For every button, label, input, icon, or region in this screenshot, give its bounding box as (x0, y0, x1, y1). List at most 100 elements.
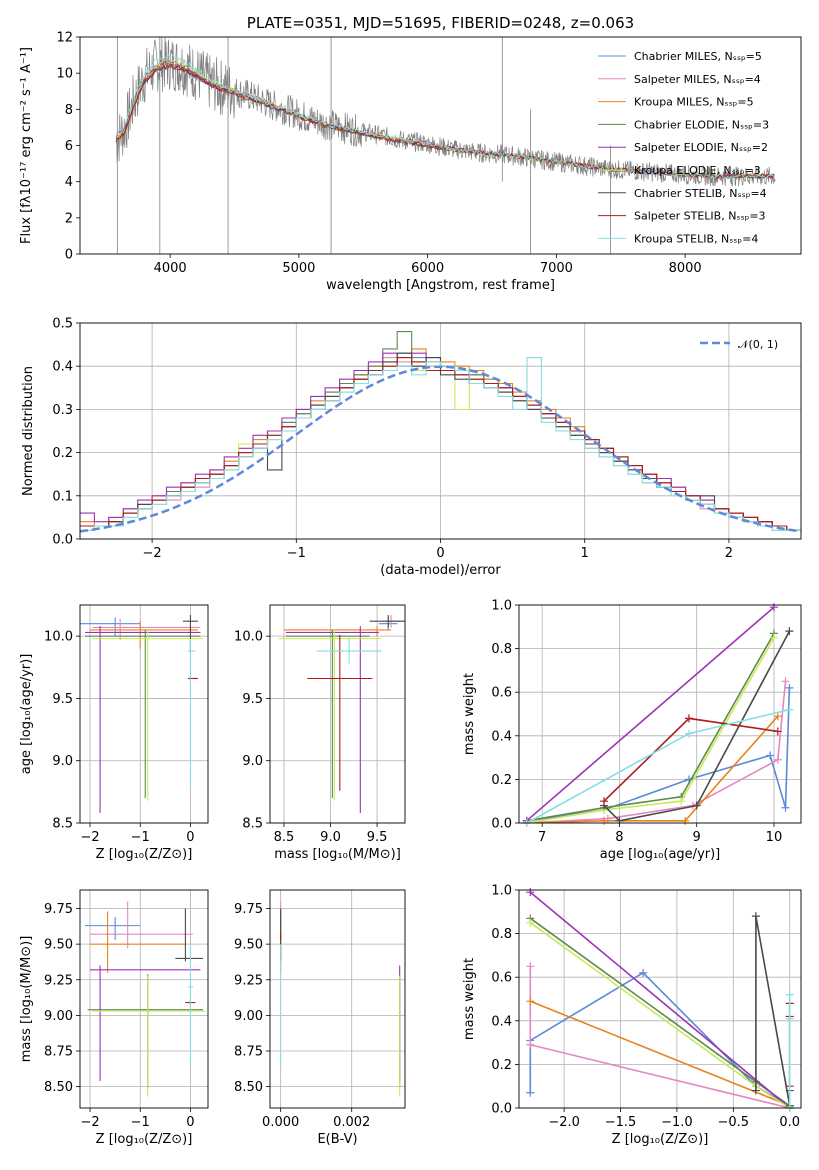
y-tick-label: 0.6 (491, 971, 512, 986)
legend-entry: Kroupa ELODIE, Nₛₛₚ=3 (634, 164, 761, 177)
y-tick-label: 9.75 (44, 902, 73, 917)
plot-frame (269, 889, 406, 1109)
y-tick-label: 8.5 (242, 817, 263, 832)
y-tick-label: 8.75 (234, 1045, 263, 1060)
y-tick-label: 8.50 (234, 1080, 263, 1095)
weight-marker (526, 997, 535, 1006)
x-tick-label: −2.0 (548, 1115, 580, 1130)
y-tick-label: 0.0 (491, 817, 512, 832)
x-tick-label: 0 (186, 1115, 194, 1130)
weight-marker (692, 801, 701, 810)
y-tick-label: 12 (56, 31, 73, 46)
y-tick-label: 10.0 (234, 630, 263, 645)
model-spectrum-line (115, 54, 775, 180)
plot-frame (79, 889, 209, 1109)
x-tick-label: −2 (80, 1115, 99, 1130)
weight-marker (766, 751, 775, 760)
legend-entry: Salpeter ELODIE, Nₛₛₚ=2 (634, 141, 768, 154)
legend-entry: Chabrier ELODIE, Nₛₛₚ=3 (634, 118, 769, 131)
y-axis-label: mass [log₁₀(M/M⊙)] (19, 936, 34, 1063)
weight-line (603, 630, 791, 822)
y-tick-label: 0.1 (52, 489, 73, 504)
y-axis-label: mass weight (462, 673, 477, 755)
model-spectrum-line (115, 64, 775, 180)
y-tick-label: 0.4 (491, 1014, 512, 1029)
weight-marker (773, 727, 782, 736)
histogram-step (80, 357, 801, 531)
weight-line (529, 966, 790, 1108)
x-tick-label: −2 (80, 830, 99, 845)
x-tick-label: −1 (131, 830, 150, 845)
plot-frame (79, 322, 802, 540)
plot-frame (269, 604, 406, 824)
x-tick-label: 8 (615, 830, 623, 845)
weight-line (530, 1000, 790, 1107)
legend-entry: 𝒩(0, 1) (738, 338, 778, 351)
weight-marker (526, 1040, 535, 1049)
y-tick-label: 9.5 (52, 692, 73, 707)
y-tick-label: 10.0 (44, 630, 73, 645)
x-axis-label: (data-model)/error (380, 563, 501, 578)
normal-curve (80, 365, 801, 533)
y-tick-label: 9.25 (234, 973, 263, 988)
weight-marker (785, 627, 794, 636)
x-tick-label: 0.000 (262, 1115, 299, 1130)
x-tick-label: 0.0 (779, 1115, 800, 1130)
y-tick-label: 9.50 (234, 938, 263, 953)
x-tick-label: −1.0 (661, 1115, 693, 1130)
y-tick-label: 0.4 (491, 729, 512, 744)
x-tick-label: 0 (186, 830, 194, 845)
legend-entry: Kroupa MILES, Nₛₛₚ=5 (634, 96, 754, 109)
weight-marker (781, 677, 790, 686)
weight-marker (751, 912, 760, 921)
y-tick-label: 0.2 (52, 446, 73, 461)
y-tick-label: 8.5 (52, 817, 73, 832)
y-tick-label: 10 (56, 67, 73, 82)
x-axis-label: wavelength [Angstrom, rest frame] (326, 278, 555, 293)
weight-marker (773, 755, 782, 764)
legend-entry: Kroupa STELIB, Nₛₛₚ=4 (634, 232, 758, 245)
weight-marker (615, 816, 624, 825)
weight-marker (785, 683, 794, 692)
x-axis-label: Z [log₁₀(Z/Z⊙)] (96, 1132, 193, 1147)
x-tick-label: 2 (725, 546, 733, 561)
x-axis-label: age [log₁₀(age/yr)] (600, 847, 721, 862)
weight-marker (599, 797, 608, 806)
y-tick-label: 0.8 (491, 642, 512, 657)
weight-marker (639, 968, 648, 977)
y-tick-label: 9.00 (44, 1009, 73, 1024)
plot-frame (79, 604, 209, 824)
x-tick-label: −1.5 (605, 1115, 637, 1130)
x-tick-label: 5000 (282, 261, 315, 276)
weight-line (529, 971, 791, 1107)
weight-marker (785, 705, 794, 714)
y-tick-label: 9.0 (242, 754, 263, 769)
weight-marker (526, 1088, 535, 1097)
weight-marker (684, 729, 693, 738)
y-tick-label: 1.0 (491, 599, 512, 614)
y-tick-label: 9.75 (234, 902, 263, 917)
y-tick-label: 4 (65, 175, 73, 190)
chart-title: PLATE=0351, MJD=51695, FIBERID=0248, z=0… (247, 14, 634, 32)
x-tick-label: 0 (436, 546, 444, 561)
x-tick-label: 1 (581, 546, 589, 561)
weight-marker (599, 816, 608, 825)
weight-line (526, 637, 775, 823)
legend-entry: Salpeter STELIB, Nₛₛₚ=3 (634, 210, 766, 223)
x-tick-label: 9 (693, 830, 701, 845)
x-tick-label: −2 (143, 546, 162, 561)
weight-marker (751, 1086, 760, 1095)
x-axis-label: E(B-V) (317, 1132, 357, 1147)
weight-marker (769, 633, 778, 642)
legend-entry: Salpeter MILES, Nₛₛₚ=4 (634, 73, 761, 86)
x-axis-label: Z [log₁₀(Z/Z⊙)] (612, 1132, 709, 1147)
y-tick-label: 0.5 (52, 317, 73, 332)
weight-marker (526, 962, 535, 971)
y-tick-label: 9.50 (44, 938, 73, 953)
weight-marker (684, 714, 693, 723)
y-tick-label: 8 (65, 103, 73, 118)
weight-marker (781, 803, 790, 812)
weight-marker (526, 918, 535, 927)
weight-line (529, 917, 791, 1107)
